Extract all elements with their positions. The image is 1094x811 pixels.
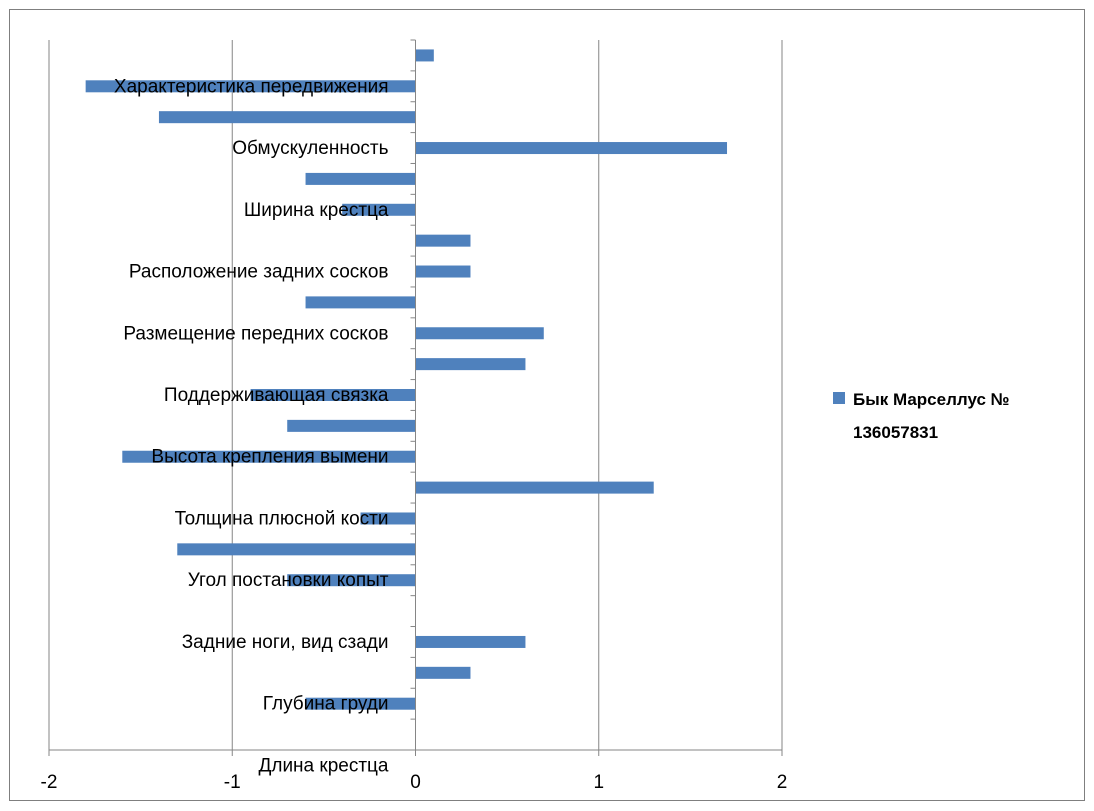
bar-19 bbox=[415, 635, 526, 648]
bar-21 bbox=[305, 697, 416, 710]
legend-swatch bbox=[833, 392, 845, 404]
category-label-2: Ширина крестца bbox=[244, 200, 389, 221]
bar-10 bbox=[415, 358, 526, 371]
bar-5 bbox=[342, 203, 416, 216]
x-tick-label-1: -1 bbox=[224, 772, 241, 793]
legend-label-line2: 136057831 bbox=[853, 423, 938, 442]
bar-4 bbox=[305, 172, 416, 185]
bar-6 bbox=[415, 234, 471, 247]
category-label-5: Поддерживающая связка bbox=[164, 385, 389, 406]
bar-1 bbox=[85, 80, 416, 93]
x-tick-label-0: -2 bbox=[41, 772, 58, 793]
category-label-0: Характеристика передвижения bbox=[114, 76, 389, 97]
chart-frame bbox=[9, 9, 1085, 801]
axes bbox=[48, 39, 783, 756]
category-label-8: Угол постановки копыт bbox=[188, 570, 389, 591]
bar-8 bbox=[305, 296, 416, 309]
category-label-10: Глубина груди bbox=[263, 694, 389, 715]
bar-17 bbox=[287, 574, 416, 587]
category-label-11: Длина крестца bbox=[258, 755, 388, 776]
category-label-1: Обмускуленность bbox=[232, 138, 388, 159]
bar-14 bbox=[415, 481, 654, 494]
x-tick-label-3: 1 bbox=[593, 772, 604, 793]
bar-12 bbox=[287, 419, 416, 432]
bar-2 bbox=[158, 111, 416, 124]
bar-7 bbox=[415, 265, 471, 278]
bar-15 bbox=[360, 512, 416, 525]
x-tick-label-4: 2 bbox=[777, 772, 788, 793]
category-label-9: Задние ноги, вид сзади bbox=[182, 632, 389, 653]
category-label-3: Расположение задних сосков bbox=[129, 262, 389, 283]
category-label-7: Толщина плюсной кости bbox=[175, 508, 389, 529]
bar-9 bbox=[415, 327, 544, 340]
bar-0 bbox=[415, 49, 434, 62]
legend-label-line1: Бык Марселлус № bbox=[853, 390, 1010, 409]
legend: Бык Марселлус № 136057831 bbox=[833, 390, 1010, 442]
category-label-6: Высота крепления вымени bbox=[151, 447, 388, 468]
bar-3 bbox=[415, 142, 728, 155]
category-label-4: Размещение передних сосков bbox=[123, 323, 388, 344]
bar-13 bbox=[122, 450, 416, 463]
category-labels: Характеристика передвижения Обмускуленнос… bbox=[114, 76, 389, 776]
bar-11 bbox=[250, 389, 416, 401]
x-tick-labels: -2 -1 0 1 2 bbox=[41, 772, 788, 793]
bar-20 bbox=[415, 666, 471, 679]
x-tick-label-2: 0 bbox=[410, 772, 421, 793]
bar-16 bbox=[177, 543, 416, 556]
bars bbox=[85, 49, 728, 710]
